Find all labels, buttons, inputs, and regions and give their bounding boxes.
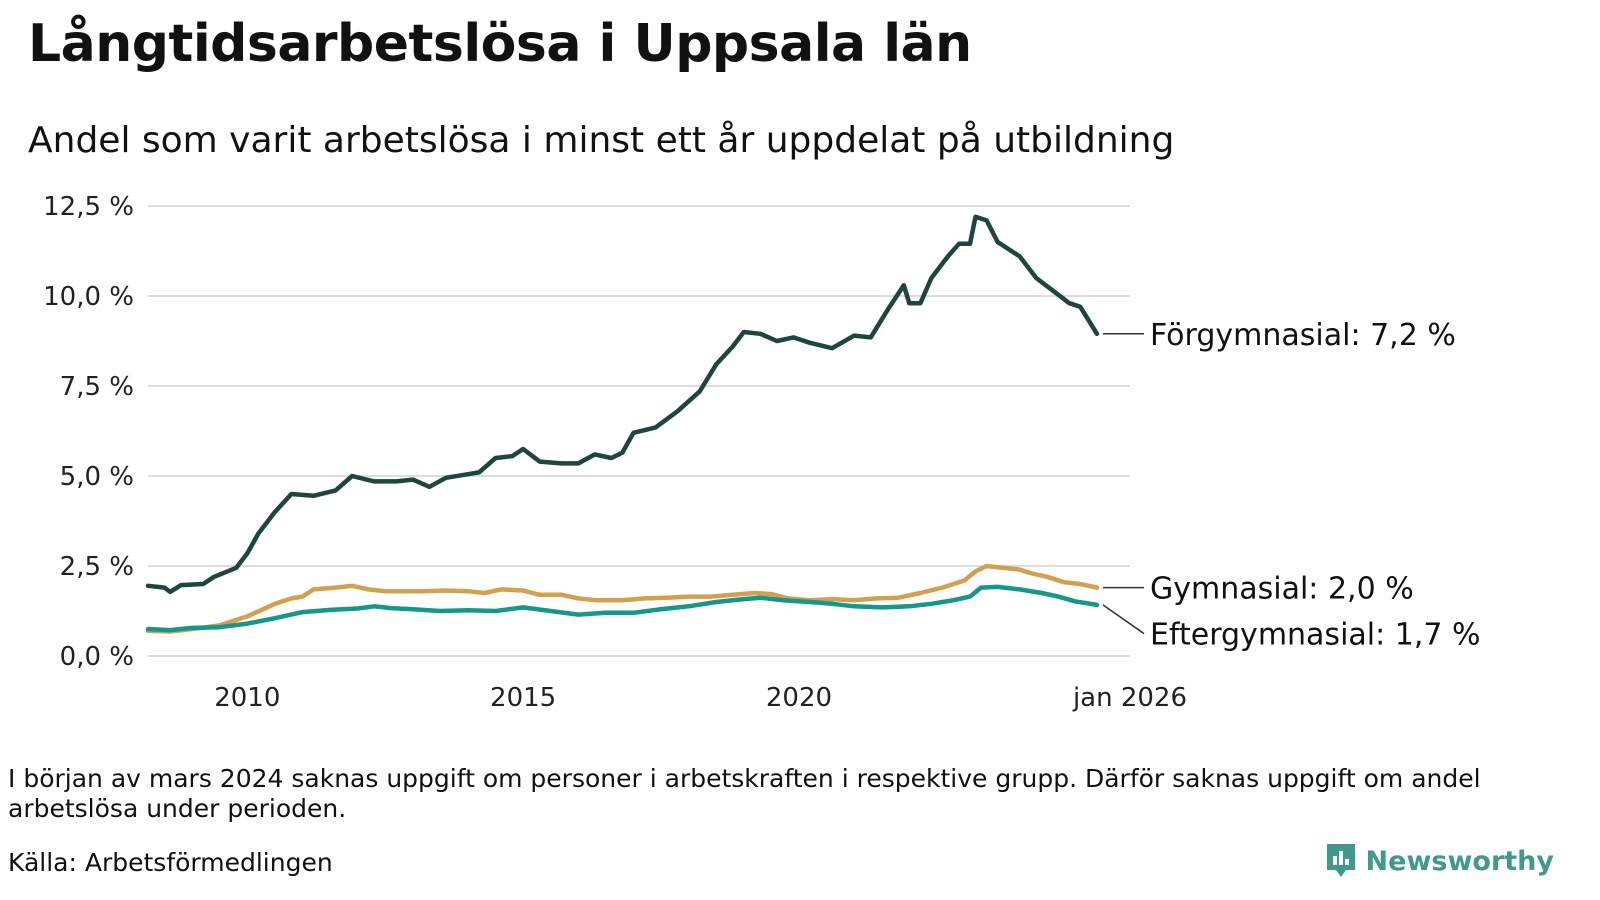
label-leader-line: [1102, 604, 1145, 635]
newsworthy-logo-icon: [1326, 844, 1355, 877]
y-tick-label: 10,0 %: [43, 282, 134, 312]
chart-title: Långtidsarbetslösa i Uppsala län: [28, 14, 972, 74]
y-tick-label: 2,5 %: [60, 552, 134, 582]
brand-name: Newsworthy: [1365, 845, 1554, 877]
y-tick-label: 0,0 %: [60, 642, 134, 672]
brand-logo: Newsworthy: [1324, 842, 1554, 880]
end-label-eftergymnasial: Eftergymnasial: 1,7 %: [1150, 618, 1481, 653]
x-tick-label: jan 2026: [1072, 683, 1187, 713]
end-labels: Förgymnasial: 7,2 % Gymnasial: 2,0 % Efter…: [1102, 318, 1481, 653]
x-tick-label: 2015: [490, 683, 556, 713]
end-label-förgymnasial: Förgymnasial: 7,2 %: [1150, 318, 1456, 353]
y-tick-label: 7,5 %: [60, 372, 134, 402]
y-tick-label: 5,0 %: [60, 462, 134, 492]
x-axis-ticks: 2010 2015 2020 jan 2026: [214, 683, 1187, 713]
series-line-förgymnasial: [145, 214, 1100, 595]
end-label-gymnasial: Gymnasial: 2,0 %: [1150, 572, 1414, 607]
y-axis-ticks: 0,0 % 2,5 % 5,0 % 7,5 % 10,0 % 12,5 %: [43, 192, 134, 672]
series-line-eftergymnasial: [145, 584, 1100, 633]
line-chart: 0,0 %2,5 %5,0 %7,5 %10,0 %12,5 % 2010 201…: [43, 192, 1481, 713]
y-tick-label: 12,5 %: [43, 192, 134, 222]
x-tick-label: 2010: [214, 683, 280, 713]
footnote: I början av mars 2024 saknas uppgift om …: [8, 764, 1481, 823]
source-text: Källa: Arbetsförmedlingen: [8, 848, 333, 877]
x-tick-label: 2020: [766, 683, 832, 713]
chart-subtitle: Andel som varit arbetslösa i minst ett å…: [28, 120, 1175, 161]
series-line-gymnasial: [145, 563, 1100, 634]
series-lines: [145, 214, 1100, 634]
grid-lines: [148, 205, 1130, 657]
